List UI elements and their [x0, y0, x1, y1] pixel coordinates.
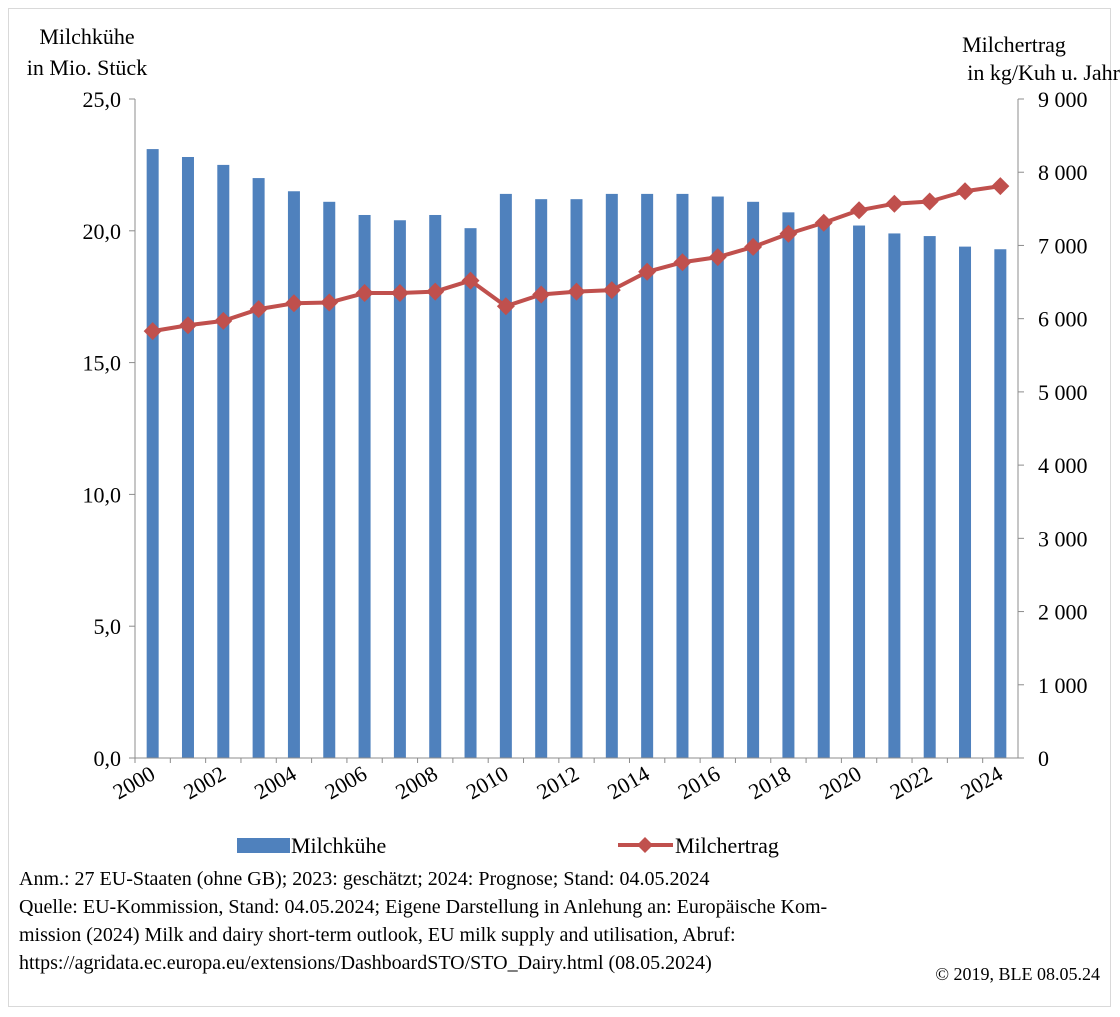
left-axis-title-line1: Milchkühe	[39, 24, 134, 49]
bar-2006	[358, 214, 371, 758]
bar-2000	[146, 149, 159, 759]
left-tick-label: 25,0	[83, 87, 122, 112]
bar-2016	[711, 196, 724, 759]
bar-2002	[217, 164, 230, 758]
right-tick-label: 1 000	[1038, 673, 1088, 698]
marker-2001	[178, 316, 197, 335]
bar-2017	[747, 201, 760, 758]
left-tick-label: 0,0	[94, 746, 122, 771]
bar-2010	[499, 193, 512, 758]
legend-marker-milchertrag	[637, 837, 653, 853]
bar-2020	[853, 225, 866, 758]
marker-2003	[249, 300, 268, 319]
marker-2022	[920, 192, 939, 211]
marker-2008	[426, 282, 445, 301]
bar-2008	[429, 214, 442, 758]
right-axis-title-line2: in kg/Kuh u. Jahr	[967, 60, 1120, 85]
note-line-1: Anm.: 27 EU-Staaten (ohne GB); 2023: ges…	[19, 868, 710, 890]
marker-2005	[320, 293, 339, 312]
right-axis-title-line1: Milchertrag	[962, 32, 1066, 57]
left-tick-label: 10,0	[83, 482, 122, 507]
bar-2003	[252, 178, 265, 758]
right-tick-label: 4 000	[1038, 453, 1088, 478]
x-tick-label: 2004	[250, 761, 301, 805]
right-tick-label: 8 000	[1038, 160, 1088, 185]
x-tick-label: 2002	[179, 761, 230, 805]
right-tick-label: 3 000	[1038, 526, 1088, 551]
bar-2013	[605, 193, 618, 758]
right-axis-ticks: 0 1 000 2 000 3 000 4 000 5 000 6 000 7 000 8 00…	[1018, 87, 1088, 771]
x-tick-label: 2016	[674, 761, 725, 805]
x-tick-label: 2020	[815, 761, 866, 805]
right-tick-label: 2 000	[1038, 600, 1088, 625]
bar-2022	[923, 236, 936, 758]
right-tick-label: 7 000	[1038, 233, 1088, 258]
x-tick-label: 2022	[886, 761, 937, 805]
x-tick-label: 2012	[532, 761, 583, 805]
left-tick-label: 15,0	[83, 351, 122, 376]
bar-2019	[817, 222, 830, 759]
legend: Milchkühe Milchertrag	[237, 833, 779, 858]
x-tick-label: 2024	[956, 761, 1007, 805]
marker-2014	[638, 262, 657, 281]
marker-2009	[461, 271, 480, 290]
legend-swatch-milchkuehe	[237, 838, 290, 853]
marker-2018	[779, 224, 798, 243]
x-tick-label: 2014	[603, 761, 654, 805]
right-tick-label: 6 000	[1038, 307, 1088, 332]
legend-label-milchkuehe: Milchkühe	[291, 833, 386, 858]
bar-2021	[888, 233, 901, 758]
left-axis-title-line2: in Mio. Stück	[27, 55, 147, 80]
marker-2012	[567, 282, 586, 301]
left-tick-label: 20,0	[83, 219, 122, 244]
marker-2019	[814, 213, 833, 232]
copyright: © 2019, BLE 08.05.24	[935, 964, 1100, 984]
left-axis-ticks: 0,0 5,0 10,0 15,0 20,0 25,0	[83, 87, 135, 771]
marker-2011	[532, 285, 551, 304]
x-tick-label: 2006	[320, 761, 371, 805]
bar-2007	[393, 220, 406, 759]
x-tick-label: 2018	[744, 761, 795, 805]
bar-2015	[676, 193, 689, 758]
line-series-milchertrag	[143, 177, 1010, 341]
bar-2005	[323, 201, 336, 758]
right-tick-label: 9 000	[1038, 87, 1088, 112]
note-line-3: mission (2024) Milk and dairy short-term…	[19, 924, 736, 946]
marker-2007	[390, 284, 409, 303]
bar-2004	[287, 191, 300, 758]
right-tick-label: 5 000	[1038, 380, 1088, 405]
marker-2023	[956, 182, 975, 201]
marker-2024	[991, 177, 1010, 196]
marker-2016	[708, 248, 727, 267]
bar-2011	[535, 199, 548, 759]
marker-2013	[602, 281, 621, 300]
marker-2015	[673, 253, 692, 272]
axes	[134, 99, 1019, 759]
marker-2006	[355, 284, 374, 303]
marker-2017	[744, 237, 763, 256]
marker-2020	[850, 201, 869, 220]
x-tick-label: 2010	[462, 761, 513, 805]
bar-2014	[641, 193, 654, 758]
bar-2012	[570, 199, 583, 759]
x-tick-label: 2008	[391, 761, 442, 805]
right-tick-label: 0	[1038, 746, 1049, 771]
bar-2023	[959, 246, 972, 758]
bar-series-milchkuehe	[146, 149, 1007, 759]
legend-label-milchertrag: Milchertrag	[675, 833, 779, 858]
marker-2002	[214, 311, 233, 330]
x-axis-ticks: 2000 2002 2004 2006 2008 2010 2012 2014 2016 2018…	[109, 758, 1007, 804]
marker-2010	[496, 297, 515, 316]
bar-2009	[464, 228, 477, 758]
bar-2024	[994, 249, 1007, 758]
marker-2004	[284, 294, 303, 313]
bar-2001	[181, 156, 194, 758]
marker-2021	[885, 194, 904, 213]
marker-2000	[143, 322, 162, 341]
bar-2018	[782, 212, 795, 758]
left-tick-label: 5,0	[94, 614, 122, 639]
source-url: https://agridata.ec.europa.eu/extensions…	[19, 952, 712, 974]
note-line-2: Quelle: EU-Kommission, Stand: 04.05.2024…	[19, 896, 828, 918]
